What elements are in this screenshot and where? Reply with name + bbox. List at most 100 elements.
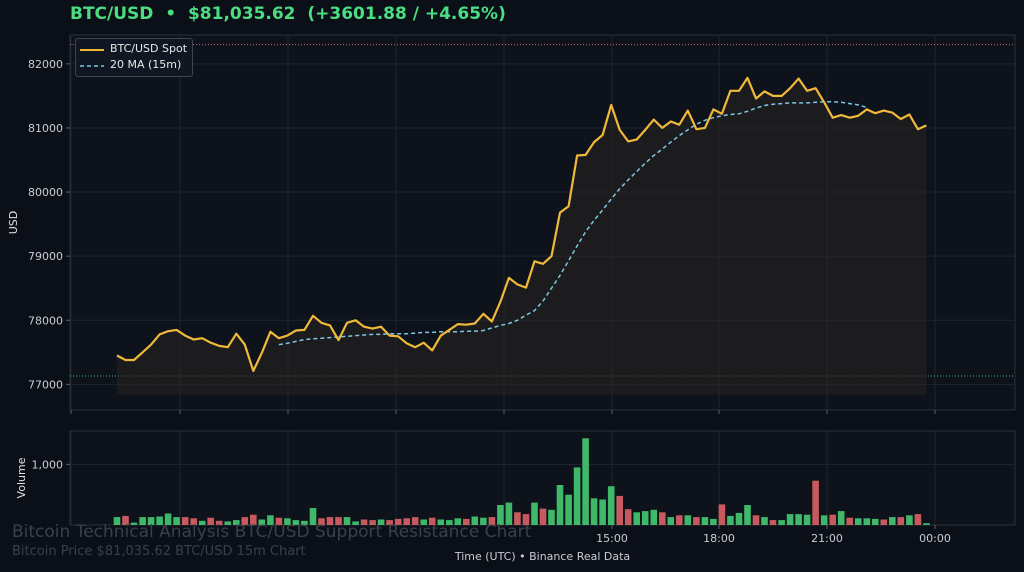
volume-bar — [693, 517, 700, 525]
x-tick-label: 00:00 — [919, 532, 951, 545]
volume-bar — [446, 520, 453, 525]
price-y-tick-label: 78000 — [28, 314, 63, 327]
volume-bar — [752, 515, 760, 525]
price-legend: BTC/USD Spot 20 MA (15m) — [75, 38, 193, 77]
volume-bar — [735, 512, 743, 525]
volume-bar — [795, 514, 802, 525]
volume-bar — [769, 520, 777, 525]
legend-item-ma: 20 MA (15m) — [76, 58, 188, 74]
volume-bar — [301, 520, 308, 525]
price-y-axis-title: USD — [7, 211, 20, 235]
volume-bar — [241, 517, 249, 525]
volume-bar — [190, 518, 197, 525]
price-y-tick-label: 82000 — [28, 58, 63, 71]
volume-bar — [872, 518, 879, 525]
watermark-subtitle: Bitcoin Price $81,035.62 BTC/USD 15m Cha… — [12, 544, 306, 559]
symbol-label: BTC/USD — [70, 4, 154, 24]
volume-bar — [539, 508, 547, 525]
volume-bar — [164, 513, 172, 525]
volume-bar — [275, 517, 283, 525]
volume-bar — [676, 515, 683, 525]
legend-swatch-spot — [80, 49, 104, 51]
volume-bar — [181, 517, 189, 525]
x-tick-label: 18:00 — [703, 532, 735, 545]
volume-bar — [437, 519, 445, 525]
price-value: $81,035.62 — [187, 4, 296, 24]
volume-bar — [718, 504, 726, 525]
volume-bar — [641, 511, 649, 525]
volume-bar — [428, 517, 436, 525]
volume-bar — [173, 517, 180, 525]
volume-bar — [394, 518, 402, 525]
volume-bar — [420, 519, 427, 525]
volume-bar — [369, 520, 376, 525]
volume-bar — [360, 519, 368, 525]
volume-bar — [488, 517, 496, 525]
volume-bar — [573, 467, 581, 525]
volume-bar — [914, 514, 922, 525]
volume-bar — [778, 520, 785, 525]
volume-bar — [548, 509, 555, 525]
volume-bar — [607, 486, 615, 525]
volume-bar — [659, 512, 666, 525]
volume-bar — [403, 518, 410, 525]
x-tick-label: 15:00 — [596, 532, 628, 545]
volume-y-axis-title: Volume — [15, 457, 28, 498]
legend-label-spot: BTC/USD Spot — [110, 42, 188, 55]
volume-bar — [411, 517, 419, 525]
volume-bar — [497, 505, 504, 525]
volume-bar — [318, 518, 325, 525]
volume-bar — [250, 514, 257, 525]
volume-bar — [616, 495, 623, 525]
volume-bar — [761, 517, 768, 525]
volume-bar — [386, 520, 393, 525]
volume-bar — [633, 512, 640, 525]
volume-bar — [837, 511, 845, 525]
price-area-fill — [117, 77, 927, 395]
volume-bar — [906, 515, 913, 525]
volume-bar — [650, 509, 658, 525]
volume-bar — [624, 509, 632, 525]
volume-bar — [897, 517, 905, 525]
volume-bar — [744, 505, 751, 525]
volume-bar — [565, 494, 572, 525]
volume-bar — [480, 517, 487, 525]
volume-bar — [113, 517, 121, 525]
volume-bar — [207, 517, 214, 525]
ma-series-line — [278, 100, 868, 346]
volume-bar — [505, 502, 513, 525]
volume-bar — [582, 438, 589, 525]
volume-bar — [667, 517, 675, 525]
volume-bar — [889, 517, 896, 525]
watermark-title: Bitcoin Technical Analysis BTC/USD Suppo… — [12, 522, 532, 542]
volume-bar — [284, 518, 291, 525]
volume-bar — [471, 516, 479, 525]
volume-bar — [829, 514, 836, 525]
volume-bar — [352, 521, 359, 525]
volume-bar — [590, 498, 598, 525]
volume-bar — [803, 514, 811, 525]
volume-bar — [258, 519, 266, 525]
spot-series-line — [116, 76, 927, 372]
volume-bar — [139, 517, 146, 525]
volume-bar — [130, 522, 138, 525]
volume-bar — [326, 517, 334, 525]
volume-bar — [463, 518, 470, 525]
volume-bar — [292, 520, 300, 525]
volume-bar — [854, 518, 862, 525]
volume-bar — [343, 517, 351, 525]
price-y-tick-label: 80000 — [28, 186, 63, 199]
price-change: (+3601.88 / +4.65%) — [307, 4, 506, 24]
volume-bar — [335, 517, 342, 525]
volume-y-tick-label: 1,000 — [32, 458, 64, 471]
x-tick-label: 21:00 — [811, 532, 843, 545]
volume-bar — [923, 523, 930, 525]
volume-bar — [514, 512, 521, 525]
legend-label-ma: 20 MA (15m) — [110, 58, 182, 71]
price-y-tick-label: 79000 — [28, 250, 63, 263]
volume-bar — [863, 518, 871, 525]
volume-bar — [522, 514, 530, 525]
volume-bar — [684, 515, 692, 525]
volume-bar — [122, 515, 129, 525]
